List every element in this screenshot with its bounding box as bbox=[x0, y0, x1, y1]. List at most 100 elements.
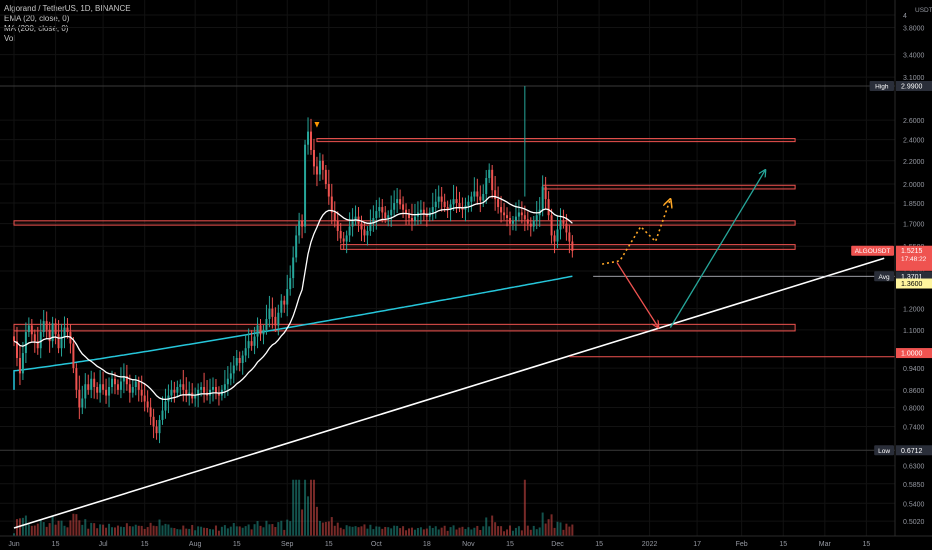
candle-body bbox=[330, 196, 333, 213]
x-tick-label: 18 bbox=[423, 541, 431, 548]
candle-body bbox=[253, 336, 256, 346]
volume-bar bbox=[500, 526, 503, 536]
x-tick-label: 15 bbox=[141, 541, 149, 548]
volume-bar bbox=[494, 522, 497, 536]
volume-bar bbox=[366, 528, 369, 536]
candle-body bbox=[203, 387, 206, 393]
y-tick-label: 1.8500 bbox=[903, 201, 925, 208]
candle-body bbox=[408, 213, 411, 218]
candle-body bbox=[318, 160, 321, 175]
volume-bar bbox=[167, 524, 170, 536]
volume-bar bbox=[149, 522, 152, 536]
ema20-line bbox=[13, 195, 573, 401]
volume-bar bbox=[232, 523, 235, 536]
candle-body bbox=[307, 131, 310, 145]
badge-label-box bbox=[874, 271, 894, 282]
volume-bar bbox=[390, 528, 393, 536]
y-tick-label: 1.2000 bbox=[903, 307, 925, 314]
candle-body bbox=[286, 289, 289, 305]
volume-bar bbox=[262, 527, 265, 536]
volume-bar bbox=[538, 527, 541, 536]
volume-bar bbox=[470, 529, 473, 536]
volume-bar bbox=[206, 528, 209, 536]
candle-body bbox=[520, 212, 523, 216]
candle-body bbox=[295, 235, 298, 258]
volume-bar bbox=[191, 524, 194, 536]
volume-bar bbox=[36, 523, 39, 536]
volume-bar bbox=[235, 526, 238, 536]
volume-bar bbox=[131, 526, 134, 536]
candle-body bbox=[321, 160, 324, 170]
candle-body bbox=[265, 318, 268, 330]
candle-body bbox=[131, 387, 134, 393]
volume-bar bbox=[33, 525, 36, 536]
volume-bar bbox=[351, 526, 354, 536]
volume-bar bbox=[54, 524, 57, 536]
y-tick-label: 4 bbox=[903, 13, 907, 20]
candle-body bbox=[488, 169, 491, 179]
candle-body bbox=[161, 410, 164, 420]
volume-bar bbox=[197, 526, 200, 536]
candle-body bbox=[33, 334, 36, 342]
candle-body bbox=[479, 196, 482, 201]
price-zone bbox=[13, 220, 796, 226]
volume-bar bbox=[473, 527, 476, 536]
candle-body bbox=[292, 257, 295, 279]
candle-body bbox=[72, 343, 75, 369]
volume-bar bbox=[348, 526, 351, 536]
volume-bar bbox=[568, 526, 571, 536]
trendline bbox=[13, 257, 885, 529]
y-tick-label: 0.5020 bbox=[903, 519, 925, 526]
candle-body bbox=[363, 229, 366, 236]
volume-bar bbox=[541, 512, 544, 536]
candle-body bbox=[544, 186, 547, 200]
candle-body bbox=[494, 190, 497, 200]
volume-bar bbox=[69, 520, 72, 536]
volume-bar bbox=[443, 525, 446, 536]
candle-body bbox=[571, 241, 574, 251]
candle-body bbox=[345, 235, 348, 242]
y-tick-label: 0.8000 bbox=[903, 405, 925, 412]
candle-body bbox=[455, 199, 458, 204]
price-badge bbox=[896, 260, 932, 271]
y-tick-label: 2.6000 bbox=[903, 118, 925, 125]
candle-body bbox=[247, 341, 250, 349]
candle-body bbox=[176, 387, 179, 393]
volume-bar bbox=[155, 526, 158, 536]
volume-bar bbox=[464, 528, 467, 536]
volume-bar bbox=[134, 524, 137, 536]
volume-bar bbox=[336, 522, 339, 536]
volume-bar bbox=[455, 529, 458, 536]
candle-body bbox=[440, 196, 443, 202]
y-tick-label: 2.2000 bbox=[903, 159, 925, 166]
volume-bar bbox=[295, 479, 298, 536]
candle-body bbox=[375, 211, 378, 218]
chart-legend: Algorand / TetherUS, 1D, BINANCE EMA (20… bbox=[4, 4, 131, 44]
badge-label: ALGOUSDT bbox=[855, 248, 891, 255]
candle-body bbox=[116, 384, 119, 390]
candle-body bbox=[81, 398, 84, 408]
volume-bar bbox=[277, 522, 280, 536]
volume-bar bbox=[307, 496, 310, 536]
candle-body bbox=[214, 387, 217, 393]
volume-bar bbox=[363, 524, 366, 536]
candle-body bbox=[449, 204, 452, 210]
candle-body bbox=[360, 223, 363, 230]
volume-bar bbox=[188, 528, 191, 536]
price-badge: High 2.9900 bbox=[869, 80, 932, 91]
candle-body bbox=[268, 308, 271, 319]
candle-body bbox=[238, 357, 241, 364]
candle-body bbox=[152, 416, 155, 427]
volume-bar bbox=[66, 527, 69, 536]
candle-body bbox=[390, 209, 393, 216]
volume-bar bbox=[93, 523, 96, 536]
x-tick-label: 17 bbox=[693, 541, 701, 548]
candle-body bbox=[194, 395, 197, 399]
volume-bar bbox=[523, 479, 526, 536]
price-badge: 1.0000 bbox=[896, 348, 932, 359]
candle-body bbox=[30, 325, 33, 335]
candle-body bbox=[66, 327, 69, 333]
volume-bar bbox=[57, 520, 60, 536]
candle-body bbox=[315, 166, 318, 175]
